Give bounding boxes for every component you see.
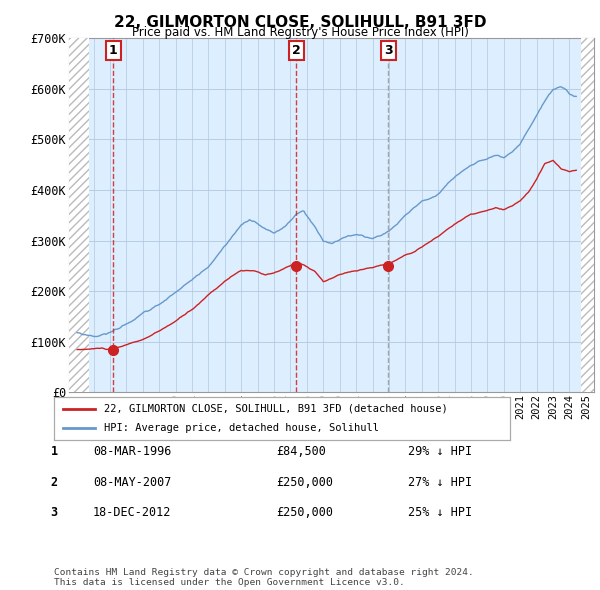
Text: Price paid vs. HM Land Registry's House Price Index (HPI): Price paid vs. HM Land Registry's House …	[131, 26, 469, 39]
Text: 08-MAR-1996: 08-MAR-1996	[93, 445, 172, 458]
Bar	[69, 38, 89, 392]
Text: Contains HM Land Registry data © Crown copyright and database right 2024.
This d: Contains HM Land Registry data © Crown c…	[54, 568, 474, 587]
Text: 25% ↓ HPI: 25% ↓ HPI	[408, 506, 472, 519]
Text: 1: 1	[50, 445, 58, 458]
Text: 08-MAY-2007: 08-MAY-2007	[93, 476, 172, 489]
Text: 1: 1	[109, 44, 118, 57]
Text: £250,000: £250,000	[276, 476, 333, 489]
Bar	[581, 38, 594, 392]
Text: 27% ↓ HPI: 27% ↓ HPI	[408, 476, 472, 489]
Text: 2: 2	[292, 44, 301, 57]
Text: 29% ↓ HPI: 29% ↓ HPI	[408, 445, 472, 458]
Text: 22, GILMORTON CLOSE, SOLIHULL, B91 3FD (detached house): 22, GILMORTON CLOSE, SOLIHULL, B91 3FD (…	[104, 404, 448, 414]
Text: £250,000: £250,000	[276, 506, 333, 519]
Text: HPI: Average price, detached house, Solihull: HPI: Average price, detached house, Soli…	[104, 423, 379, 433]
Text: 22, GILMORTON CLOSE, SOLIHULL, B91 3FD: 22, GILMORTON CLOSE, SOLIHULL, B91 3FD	[114, 15, 486, 30]
Text: 3: 3	[384, 44, 392, 57]
Text: 18-DEC-2012: 18-DEC-2012	[93, 506, 172, 519]
Text: £84,500: £84,500	[276, 445, 326, 458]
Text: 2: 2	[50, 476, 58, 489]
Text: 3: 3	[50, 506, 58, 519]
